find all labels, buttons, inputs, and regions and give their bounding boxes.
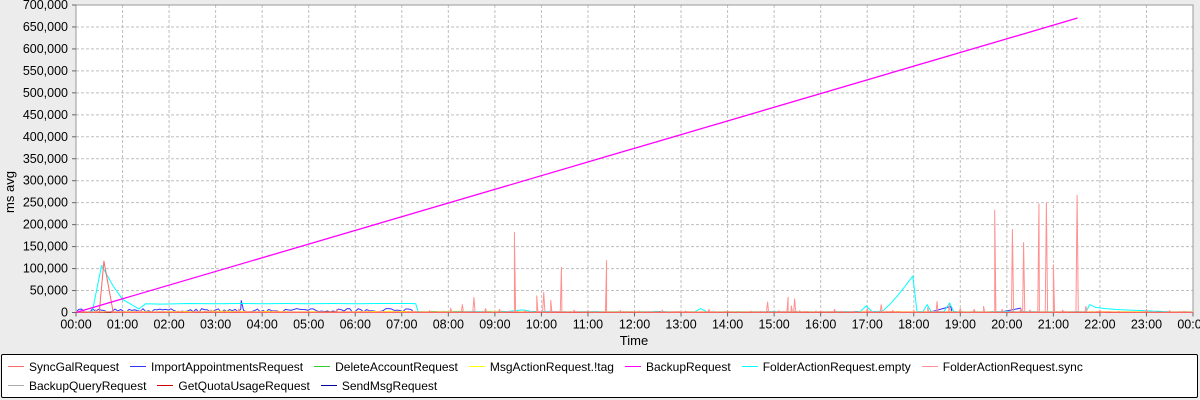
svg-text:50,000: 50,000 [30,284,68,298]
svg-text:700,000: 700,000 [23,0,68,12]
svg-text:20:00: 20:00 [991,318,1022,332]
svg-text:21:00: 21:00 [1038,318,1069,332]
svg-text:12:00: 12:00 [619,318,650,332]
svg-text:04:00: 04:00 [247,318,278,332]
svg-text:150,000: 150,000 [23,240,68,254]
svg-text:10:00: 10:00 [526,318,557,332]
svg-text:550,000: 550,000 [23,64,68,78]
svg-text:22:00: 22:00 [1084,318,1115,332]
svg-text:600,000: 600,000 [23,42,68,56]
svg-text:14:00: 14:00 [712,318,743,332]
svg-text:06:00: 06:00 [340,318,371,332]
svg-text:250,000: 250,000 [23,196,68,210]
svg-text:18:00: 18:00 [898,318,929,332]
svg-text:Time: Time [620,333,648,348]
svg-text:500,000: 500,000 [23,86,68,100]
svg-text:200,000: 200,000 [23,218,68,232]
svg-text:23:00: 23:00 [1131,318,1162,332]
svg-text:450,000: 450,000 [23,108,68,122]
svg-text:350,000: 350,000 [23,152,68,166]
svg-text:100,000: 100,000 [23,262,68,276]
svg-text:16:00: 16:00 [805,318,836,332]
svg-text:02:00: 02:00 [153,318,184,332]
svg-text:08:00: 08:00 [433,318,464,332]
svg-text:03:00: 03:00 [200,318,231,332]
svg-text:650,000: 650,000 [23,20,68,34]
svg-text:01:00: 01:00 [107,318,138,332]
svg-text:400,000: 400,000 [23,130,68,144]
svg-text:15:00: 15:00 [758,318,789,332]
svg-text:19:00: 19:00 [945,318,976,332]
svg-text:05:00: 05:00 [293,318,324,332]
svg-text:11:00: 11:00 [573,318,603,332]
svg-text:00:00: 00:00 [1177,318,1200,332]
svg-text:09:00: 09:00 [479,318,510,332]
svg-text:13:00: 13:00 [665,318,696,332]
svg-text:00:00: 00:00 [60,318,91,332]
svg-text:300,000: 300,000 [23,174,68,188]
svg-text:07:00: 07:00 [386,318,417,332]
svg-text:17:00: 17:00 [852,318,883,332]
